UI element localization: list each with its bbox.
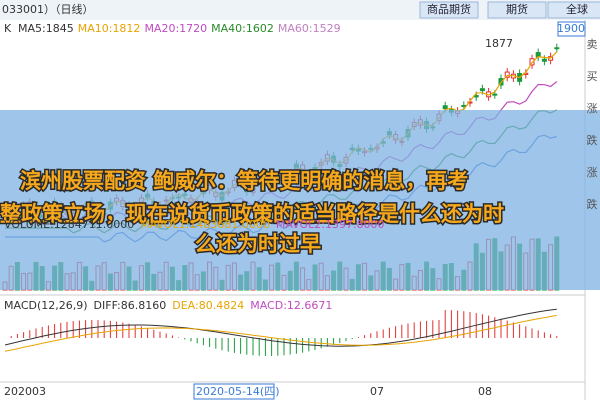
tab-button[interactable] — [487, 1, 547, 19]
ma-label: MA60:1529 — [278, 22, 341, 35]
side-label[interactable]: 买 — [587, 70, 598, 83]
tab-text[interactable]: 全球 — [566, 2, 588, 16]
date-label: 08 — [478, 385, 492, 398]
volume-label: MAVOL2:1397.8000 — [276, 218, 385, 231]
side-label[interactable]: 涨 — [587, 102, 598, 115]
ma-label: MA40:1602 — [211, 22, 274, 35]
tab-button[interactable] — [547, 1, 600, 19]
side-label[interactable]: 跌 — [587, 197, 598, 211]
banner-line: 整政策立场，现在说货币政策的适当路径是什么还为时 — [0, 202, 504, 226]
candle-body — [504, 71, 510, 78]
date-label: 07 — [370, 385, 384, 398]
volume-label: VOLUME:1284711.0000 — [4, 218, 134, 231]
banner-band — [0, 110, 600, 290]
candle-body — [479, 88, 485, 92]
side-label[interactable]: 涨 — [587, 166, 598, 179]
macd-label: MACD(12,26,9) — [4, 299, 88, 312]
ma-label: MA5:1845 — [18, 22, 74, 35]
ma-label: MA20:1720 — [144, 22, 207, 35]
banner-line: 滨州股票配资 鲍威尔：等待更明确的消息，再考 — [20, 169, 468, 193]
candle-body — [492, 93, 498, 96]
date-label: 2020-05-14(四) — [196, 385, 280, 398]
tab-text[interactable]: 期货 — [506, 2, 528, 16]
candle-body — [529, 58, 535, 66]
peak-label: 1877 — [485, 37, 513, 50]
volume-label: MAVOL1:1483681.0000 — [140, 218, 270, 231]
ma-bar — [0, 20, 585, 38]
date-label: 202003 — [4, 385, 46, 398]
code: 033001）（日线） — [2, 2, 94, 16]
candle-body — [461, 104, 467, 107]
tab-button[interactable] — [419, 1, 479, 19]
candle-body — [541, 58, 547, 62]
candle-body — [554, 47, 560, 50]
price-box-text: 1900 — [557, 22, 585, 35]
ma-label: MA10:1812 — [78, 22, 141, 35]
macd-label: DIFF:86.8160 — [94, 299, 167, 312]
macd-label: DEA:80.4824 — [172, 299, 244, 312]
k-label: K — [4, 22, 12, 35]
tab-text[interactable]: 商品期货 — [427, 2, 471, 16]
macd-label: MACD:12.6671 — [250, 299, 332, 312]
date-cursor — [193, 383, 275, 400]
dea-line — [4, 314, 557, 352]
diff-line — [4, 308, 557, 347]
candle-body — [442, 105, 448, 110]
price-box — [557, 21, 586, 37]
banner-line: 么还为时过早 — [195, 232, 321, 256]
side-label[interactable]: 卖 — [587, 38, 598, 51]
side-label[interactable]: 跌 — [587, 133, 598, 147]
